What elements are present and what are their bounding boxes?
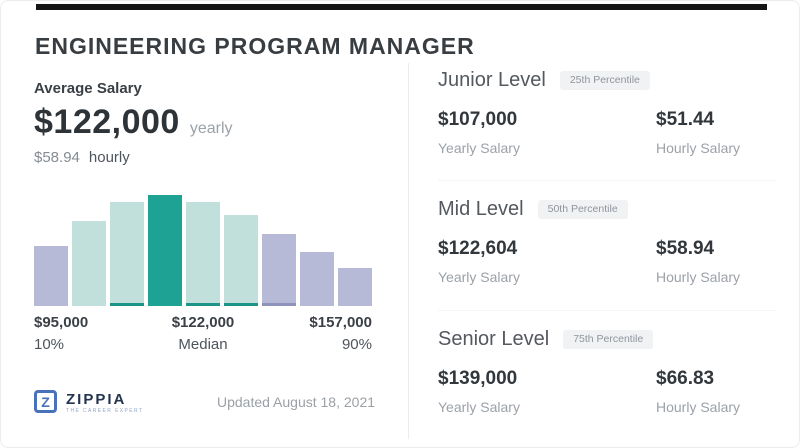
brand-tagline: THE CAREER EXPERT (66, 408, 144, 414)
average-yearly-row: $122,000 yearly (34, 103, 233, 142)
yearly-salary-value: $122,604 (438, 238, 518, 259)
percentile-10-value: $95,000 (34, 314, 89, 331)
level-name: Senior Level (438, 328, 550, 350)
level-section-mid: Mid Level 50th Percentile $122,604 Yearl… (438, 198, 778, 285)
hourly-salary-label: Hourly Salary (656, 399, 741, 415)
hourly-salary-value: $51.44 (656, 109, 715, 130)
percentile-90-name: 90% (341, 336, 372, 353)
histogram-bar-base-strip (262, 303, 296, 306)
histogram-bar-base-strip (110, 303, 144, 306)
histogram-bar-base-strip (186, 303, 220, 306)
average-hourly-unit: hourly (88, 149, 130, 166)
vertical-divider (408, 63, 409, 439)
yearly-salary-cell: $139,000 Yearly Salary (438, 368, 656, 415)
histogram-bar-base-strip (224, 303, 258, 306)
histogram-annotations: $95,000 10% $122,000 Median $157,000 90% (34, 314, 372, 353)
level-section-senior: Senior Level 75th Percentile $139,000 Ye… (438, 328, 778, 415)
histogram-bar (148, 195, 182, 306)
average-yearly-value: $122,000 (34, 103, 180, 141)
level-name: Mid Level (438, 198, 524, 220)
brand-word: ZIPPIA (66, 391, 127, 408)
histogram-bar (262, 234, 296, 306)
hourly-salary-cell: $58.94 Hourly Salary (656, 238, 778, 285)
yearly-salary-label: Yearly Salary (438, 140, 520, 156)
percentile-90-value: $157,000 (309, 314, 372, 331)
level-section-junior: Junior Level 25th Percentile $107,000 Ye… (438, 69, 778, 156)
histogram-bar (186, 202, 220, 306)
average-hourly-value: $58.94 (34, 149, 80, 166)
percentile-90-label: $157,000 90% (259, 314, 372, 353)
median-label: $122,000 Median (147, 314, 260, 353)
histogram-bar (34, 246, 68, 306)
hourly-salary-label: Hourly Salary (656, 140, 741, 156)
percentile-badge: 50th Percentile (537, 200, 628, 219)
yearly-salary-value: $139,000 (438, 368, 518, 389)
yearly-salary-value: $107,000 (438, 109, 518, 130)
percentile-badge: 75th Percentile (563, 330, 654, 349)
page-title: ENGINEERING PROGRAM MANAGER (35, 33, 475, 59)
percentile-10-label: $95,000 10% (34, 314, 147, 353)
yearly-salary-cell: $107,000 Yearly Salary (438, 109, 656, 156)
hourly-salary-value: $66.83 (656, 368, 715, 389)
level-name: Junior Level (438, 69, 546, 91)
hourly-salary-value: $58.94 (656, 238, 715, 259)
zippia-logo: Z ZIPPIA THE CAREER EXPERT (34, 390, 143, 414)
hourly-salary-cell: $51.44 Hourly Salary (656, 109, 778, 156)
histogram-bar (72, 221, 106, 306)
updated-date: Updated August 18, 2021 (217, 394, 376, 410)
section-divider (438, 180, 776, 181)
median-value: $122,000 (171, 314, 235, 331)
top-accent-bar (36, 4, 767, 10)
average-salary-label: Average Salary (34, 80, 142, 97)
salary-histogram (34, 195, 372, 306)
average-hourly-row: $58.94 hourly (34, 149, 130, 166)
percentile-10-name: 10% (34, 336, 65, 353)
median-name: Median (178, 336, 228, 353)
section-divider (438, 310, 776, 311)
yearly-salary-label: Yearly Salary (438, 399, 520, 415)
yearly-salary-cell: $122,604 Yearly Salary (438, 238, 656, 285)
histogram-bar (338, 268, 372, 306)
yearly-salary-label: Yearly Salary (438, 269, 520, 285)
hourly-salary-cell: $66.83 Hourly Salary (656, 368, 778, 415)
histogram-bar (300, 252, 334, 306)
histogram-bar (110, 202, 144, 306)
hourly-salary-label: Hourly Salary (656, 269, 741, 285)
average-yearly-unit: yearly (189, 120, 233, 137)
zippia-wordmark: ZIPPIA THE CAREER EXPERT (66, 390, 143, 414)
percentile-badge: 25th Percentile (559, 71, 650, 90)
histogram-bar (224, 215, 258, 306)
zippia-z-icon: Z (34, 390, 57, 413)
